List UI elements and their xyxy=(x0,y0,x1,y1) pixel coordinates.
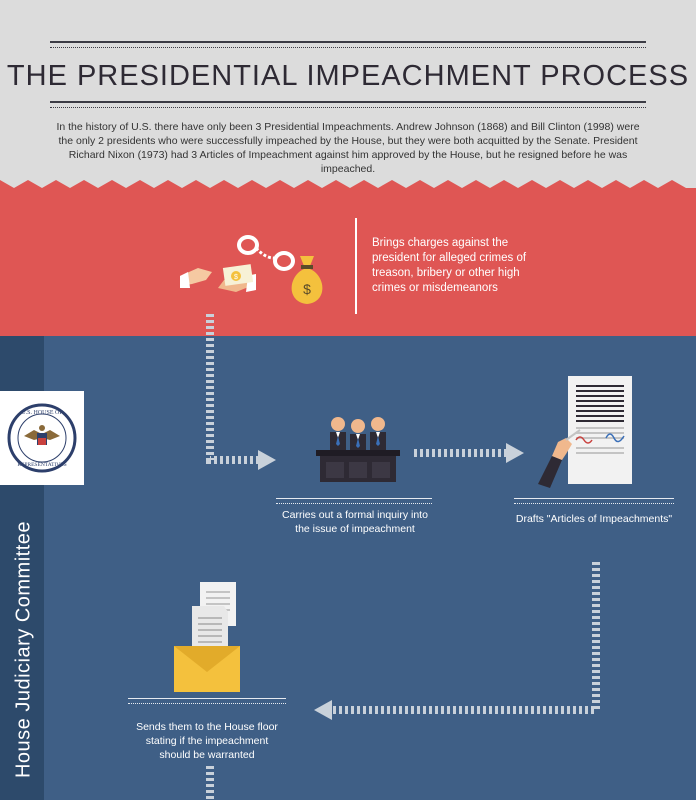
svg-text:U.S. HOUSE OF: U.S. HOUSE OF xyxy=(21,410,63,416)
page-title: THE PRESIDENTIAL IMPEACHMENT PROCESS xyxy=(6,60,690,92)
articles-text: Drafts "Articles of Impeachments" xyxy=(515,513,673,525)
floor-divider xyxy=(128,698,286,704)
inquiry-divider xyxy=(276,498,432,504)
floor-text: Sends them to the House floor stating if… xyxy=(136,721,278,761)
red-band xyxy=(0,180,696,336)
money-symbol: $ xyxy=(303,281,311,297)
money-bag-icon: $ xyxy=(291,256,323,304)
inquiry-text: Carries out a formal inquiry into the is… xyxy=(282,509,428,535)
arrow-head-right-1 xyxy=(258,450,276,470)
svg-text:$: $ xyxy=(234,274,238,281)
handcuffs-icon xyxy=(237,235,295,271)
top-divider xyxy=(50,41,646,48)
title-divider xyxy=(50,101,646,108)
cash-envelope-icon: $ xyxy=(222,264,254,286)
arrow-head-left xyxy=(314,700,332,720)
charges-text: Brings charges against the president for… xyxy=(372,237,527,294)
committee-panel-icon xyxy=(316,417,400,482)
house-seal-icon: U.S. HOUSE OF REPRESENTATIVES xyxy=(7,403,77,473)
intro-paragraph: In the history of U.S. there have only b… xyxy=(56,121,640,175)
charges-divider xyxy=(355,218,357,314)
articles-document-icon xyxy=(538,376,632,488)
envelope-documents-icon xyxy=(174,582,240,692)
arrow-head-right-2 xyxy=(506,443,524,463)
svg-text:REPRESENTATIVES: REPRESENTATIVES xyxy=(17,462,66,468)
articles-divider xyxy=(514,498,674,504)
